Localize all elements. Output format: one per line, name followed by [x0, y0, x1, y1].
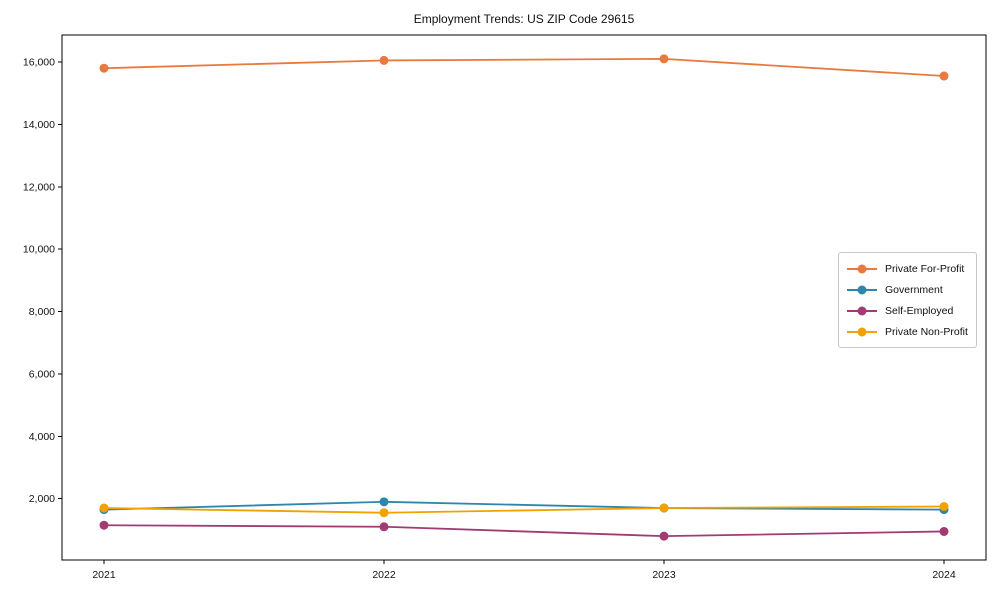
x-tick-label: 2021: [92, 569, 116, 581]
legend-marker-dot: [857, 264, 867, 273]
series-line-self-employed: [103, 524, 945, 538]
y-tick-label: 14,000: [23, 119, 55, 131]
data-point-self-employed-2022: [379, 522, 389, 532]
legend-label: Private Non-Profit: [885, 325, 968, 338]
legend-label: Private For-Profit: [885, 262, 965, 275]
plot-frame: [61, 34, 987, 561]
data-point-self-employed-2021: [99, 520, 109, 530]
legend-marker-line: [847, 285, 877, 294]
legend-marker-dot: [857, 285, 867, 294]
data-point-self-employed-2024: [939, 526, 949, 536]
data-point-self-employed-2023: [659, 531, 669, 541]
data-point-private-for-profit-2023: [659, 54, 669, 64]
y-tick-label: 8,000: [29, 306, 55, 318]
data-point-private-for-profit-2021: [99, 63, 109, 73]
data-point-government-2022: [379, 497, 389, 507]
legend-marker-line: [847, 264, 877, 273]
legend-item-private-for-profit: Private For-Profit: [847, 258, 968, 279]
y-tick-label: 10,000: [23, 244, 55, 256]
data-point-private-non-profit-2021: [99, 503, 109, 513]
legend-marker-line: [847, 306, 877, 315]
data-point-private-non-profit-2023: [659, 503, 669, 513]
legend-marker-line: [847, 327, 877, 336]
legend-label: Self-Employed: [885, 304, 954, 317]
y-tick-label: 2,000: [29, 493, 55, 505]
data-point-private-for-profit-2022: [379, 55, 389, 65]
y-tick-label: 6,000: [29, 368, 55, 380]
y-tick-label: 12,000: [23, 181, 55, 193]
x-tick-label: 2024: [932, 569, 956, 581]
y-tick-label: 16,000: [23, 56, 55, 68]
legend-item-self-employed: Self-Employed: [847, 300, 968, 321]
data-point-private-non-profit-2022: [379, 508, 389, 518]
series-layer: [99, 54, 949, 541]
x-tick-label: 2023: [652, 569, 676, 581]
legend-item-government: Government: [847, 279, 968, 300]
x-tick-label: 2022: [372, 569, 396, 581]
series-line-private-non-profit: [103, 505, 945, 514]
series-line-private-for-profit: [103, 57, 945, 77]
legend-marker-dot: [857, 306, 867, 315]
legend-marker-dot: [857, 327, 867, 336]
series-line-government: [103, 500, 945, 511]
chart-title: Employment Trends: US ZIP Code 29615: [414, 12, 635, 26]
data-point-private-for-profit-2024: [939, 71, 949, 81]
axes-layer: 2,000 4,000 6,000 8,000 10,000 12,000 14,000 16…: [23, 34, 987, 581]
data-point-private-non-profit-2024: [939, 502, 949, 512]
y-tick-label: 4,000: [29, 431, 55, 443]
legend-label: Government: [885, 283, 943, 296]
legend: Private For-Profit Government Self-Employe…: [838, 252, 977, 348]
legend-item-private-non-profit: Private Non-Profit: [847, 321, 968, 342]
